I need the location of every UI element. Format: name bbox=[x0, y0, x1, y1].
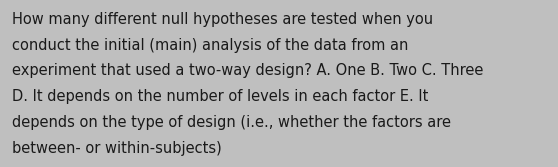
Text: depends on the type of design (i.e., whether the factors are: depends on the type of design (i.e., whe… bbox=[12, 115, 451, 130]
Text: experiment that used a two-way design? A. One B. Two C. Three: experiment that used a two-way design? A… bbox=[12, 63, 484, 78]
Text: between- or within-subjects): between- or within-subjects) bbox=[12, 141, 222, 156]
Text: How many different null hypotheses are tested when you: How many different null hypotheses are t… bbox=[12, 12, 434, 27]
Text: D. It depends on the number of levels in each factor E. It: D. It depends on the number of levels in… bbox=[12, 89, 429, 104]
Text: conduct the initial (main) analysis of the data from an: conduct the initial (main) analysis of t… bbox=[12, 38, 408, 53]
